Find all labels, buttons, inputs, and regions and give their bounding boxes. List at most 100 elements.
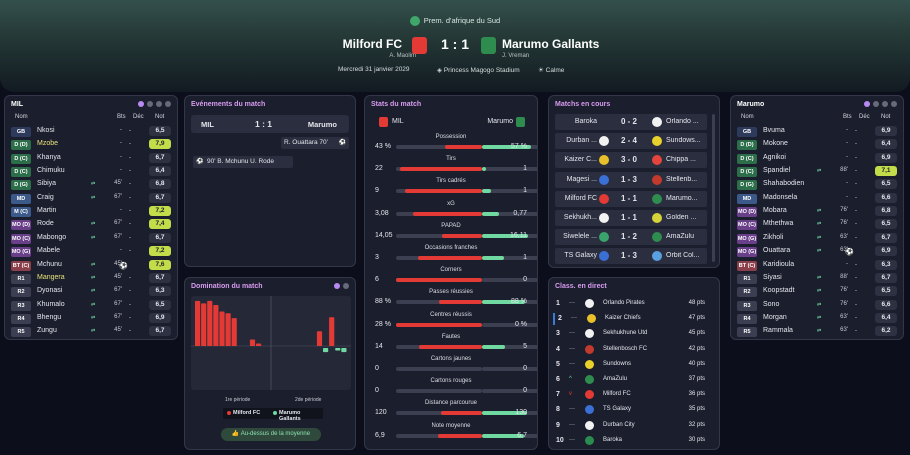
player-name[interactable]: Zungu	[37, 327, 57, 335]
player-row[interactable]: M (C) Martin - - 7,2	[9, 206, 173, 219]
table-row[interactable]: 6 ^ AmaZulu 37 pts	[553, 374, 709, 386]
player-name[interactable]: Karidioula	[763, 260, 795, 268]
player-rating: 6,8	[875, 206, 897, 217]
table-rank: 4	[556, 345, 560, 353]
player-row[interactable]: MO (C) Mthethwa ⇄ 76' - 6,5	[735, 219, 899, 232]
player-name[interactable]: Khanya	[37, 153, 61, 161]
player-name[interactable]: Mabele	[37, 247, 60, 255]
player-row[interactable]: R3 Sono ⇄ 76' - 6,6	[735, 299, 899, 313]
player-name[interactable]: Mchunu	[37, 260, 62, 268]
player-name[interactable]: Mzobe	[37, 140, 59, 148]
domination-pager[interactable]	[331, 283, 349, 291]
player-row[interactable]: R5 Zungu ⇄ 45' - 6,7	[9, 326, 173, 339]
player-row[interactable]: GB Bvuma - - 6,9	[735, 126, 899, 139]
player-name[interactable]: Dyonasi	[37, 287, 63, 295]
live-match-row[interactable]: Sekhukh... 1 - 1 Golden ...	[555, 210, 707, 226]
player-row[interactable]: D (G) Shahabodien - - 6,5	[735, 179, 899, 192]
table-row[interactable]: 4 — Stellenbosch FC 42 pts	[553, 344, 709, 356]
player-row[interactable]: MO (D) Mobara ⇄ 76' - 6,8	[735, 206, 899, 219]
table-row[interactable]: 2 — Kaizer Chiefs 47 pts	[553, 313, 709, 326]
live-match-row[interactable]: Milford FC 1 - 1 Marumo...	[555, 190, 707, 207]
player-name[interactable]: Mokone	[763, 140, 788, 148]
table-row[interactable]: 9 — Durban City 32 pts	[553, 420, 709, 432]
competition-label[interactable]: Prem. d'afrique du Sud	[0, 16, 910, 27]
live-match-row[interactable]: TS Galaxy 1 - 3 Orbit Col...	[555, 248, 707, 265]
table-row[interactable]: 7 v Milford FC 36 pts	[553, 389, 709, 401]
player-name[interactable]: Mangera	[37, 273, 65, 281]
player-row[interactable]: MD Craig ⇄ 67' - 6,7	[9, 192, 173, 206]
live-match-row[interactable]: Kaizer C... 3 - 0 Chippa ...	[555, 152, 707, 169]
player-name[interactable]: Mobara	[763, 207, 787, 215]
player-name[interactable]: Morgan	[763, 313, 787, 321]
player-name[interactable]: Mthethwa	[763, 220, 794, 228]
player-row[interactable]: BT (C) Karidioula - - 6,3	[735, 259, 899, 273]
player-row[interactable]: D (D) Mokone - - 6,4	[735, 139, 899, 152]
player-row[interactable]: D (D) Mzobe - - 7,9	[9, 139, 173, 152]
domination-svg	[191, 296, 351, 390]
player-name[interactable]: Sono	[763, 300, 780, 308]
player-name[interactable]: Ouattara	[763, 247, 791, 255]
panel-pager[interactable]	[135, 101, 171, 109]
player-name[interactable]: Mabongo	[37, 233, 67, 241]
player-row[interactable]: BT (C) Mchunu ⇄ 45' ⚽ 7,6	[9, 259, 173, 273]
player-row[interactable]: R1 Siyasi ⇄ 88' - 6,7	[735, 272, 899, 286]
live-match-row[interactable]: Magesi ... 1 - 3 Stellenb...	[555, 171, 707, 188]
away-panel-pager[interactable]	[861, 101, 897, 109]
stat-home-value: 120	[375, 409, 387, 417]
player-name[interactable]: Sibiya	[37, 180, 57, 188]
player-name[interactable]: Madonsela	[763, 193, 798, 201]
player-row[interactable]: MO (G) Zikholi ⇄ 63' - 6,7	[735, 232, 899, 246]
player-row[interactable]: D (C) Chimuku - - 6,4	[9, 166, 173, 179]
player-name[interactable]: Spandiel	[763, 167, 791, 175]
player-row[interactable]: R4 Bhengu ⇄ 67' - 6,9	[9, 312, 173, 326]
player-row[interactable]: MD Madonsela - - 6,6	[735, 192, 899, 206]
table-row[interactable]: 1 — Orlando Pirates 48 pts	[553, 298, 709, 310]
player-name[interactable]: Nkosi	[37, 127, 55, 134]
stat-home-bar	[441, 233, 482, 238]
table-row[interactable]: 8 — TS Galaxy 35 pts	[553, 404, 709, 416]
live-scrollbar[interactable]	[712, 114, 715, 262]
domination-summary[interactable]: 👍 Au-dessus de la moyenne	[221, 428, 321, 441]
player-row[interactable]: MO (G) Mabele - - 7,2	[9, 246, 173, 259]
live-match-row[interactable]: Baroka 0 - 2 Orlando ...	[555, 114, 707, 130]
player-row[interactable]: R5 Rammala ⇄ 63' - 6,2	[735, 326, 899, 339]
player-name[interactable]: Agnikoi	[763, 153, 786, 161]
player-name[interactable]: Bhengu	[37, 313, 62, 321]
player-assists: -	[128, 233, 132, 241]
player-name[interactable]: Siyasi	[763, 273, 782, 281]
player-name[interactable]: Craig	[37, 193, 54, 201]
player-row[interactable]: D (C) Khanya - - 6,7	[9, 152, 173, 166]
player-name[interactable]: Bvuma	[763, 127, 785, 134]
player-name[interactable]: Khumalo	[37, 300, 65, 308]
player-name[interactable]: Koopstadt	[763, 287, 795, 295]
player-name[interactable]: Shahabodien	[763, 180, 805, 188]
player-row[interactable]: MO (C) Mabongo ⇄ 67' - 6,7	[9, 232, 173, 246]
event-goal-away[interactable]: R. Ouattara 70' ⚽	[281, 137, 349, 149]
home-team-name[interactable]: Milford FC	[342, 37, 402, 51]
player-name[interactable]: Martin	[37, 207, 57, 215]
player-row[interactable]: R2 Koopstadt ⇄ 76' - 6,5	[735, 286, 899, 299]
table-row[interactable]: 10 — Baroka 30 pts	[553, 435, 709, 447]
domination-bar	[195, 300, 201, 346]
player-row[interactable]: R1 Mangera ⇄ 45' - 6,7	[9, 272, 173, 286]
player-row[interactable]: MO (G) Ouattara ⇄ 63' ⚽ 6,9	[735, 246, 899, 259]
event-goal-home[interactable]: ⚽ 90' B. Mchunu U. Rode	[193, 156, 293, 168]
player-name[interactable]: Zikholi	[763, 233, 784, 241]
player-row[interactable]: R3 Khumalo ⇄ 67' - 6,5	[9, 299, 173, 313]
player-row[interactable]: MO (D) Rode ⇄ 67' - 7,4	[9, 219, 173, 232]
player-name[interactable]: Rode	[37, 220, 54, 228]
table-row[interactable]: 5 — Sundowns 40 pts	[553, 359, 709, 371]
player-row[interactable]: R4 Morgan ⇄ 63' - 6,4	[735, 312, 899, 326]
player-row[interactable]: GB Nkosi - - 6,5	[9, 126, 173, 139]
away-team-name[interactable]: Marumo Gallants	[502, 37, 600, 51]
player-name[interactable]: Rammala	[763, 327, 793, 335]
table-row[interactable]: 3 — Sekhukhune Utd 45 pts	[553, 328, 709, 340]
player-position: M (C)	[11, 207, 31, 218]
player-row[interactable]: D (C) Agnikoi - - 6,9	[735, 152, 899, 166]
player-name[interactable]: Chimuku	[37, 167, 65, 175]
live-match-row[interactable]: Siwelele ... 1 - 2 AmaZulu	[555, 229, 707, 246]
live-match-row[interactable]: Durban ... 2 - 4 Sundows...	[555, 133, 707, 150]
player-row[interactable]: D (C) Spandiel ⇄ 88' - 7,1	[735, 166, 899, 179]
player-row[interactable]: R2 Dyonasi ⇄ 67' - 6,3	[9, 286, 173, 299]
player-row[interactable]: D (G) Sibiya ⇄ 45' - 6,8	[9, 179, 173, 192]
